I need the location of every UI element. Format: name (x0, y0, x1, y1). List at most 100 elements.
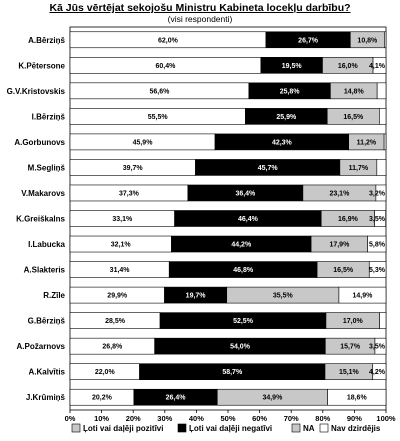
data-label: 16,9% (338, 216, 359, 223)
data-label: 10,8% (357, 37, 378, 44)
data-label: 17,9% (329, 242, 350, 249)
bar-segment (379, 108, 387, 125)
bar-segment (367, 235, 387, 253)
x-tick-label: 30% (157, 414, 172, 423)
data-label: 37,3% (119, 190, 140, 197)
chart-title: Kā Jūs vērtējat sekojošu Ministru Kabine… (49, 2, 351, 14)
legend-swatch (177, 423, 187, 433)
data-label: 16,0% (338, 63, 359, 70)
bar-segment (384, 31, 387, 49)
data-label: 19,7% (186, 293, 207, 300)
data-label: 5,8% (369, 242, 386, 249)
data-label: 3,5% (369, 344, 386, 351)
bar-segment (368, 261, 387, 278)
data-label: 36,4% (235, 190, 256, 197)
data-label: 19,5% (282, 63, 303, 70)
x-tick-label: 0% (65, 414, 76, 423)
data-label: 15,7% (340, 344, 361, 351)
data-label: 3,5% (369, 216, 386, 223)
data-label: 25,9% (276, 114, 297, 121)
data-label: 31,4% (110, 267, 131, 274)
bar-segment (327, 388, 387, 406)
data-label: 55,5% (148, 114, 169, 121)
data-label: 22,0% (95, 369, 116, 376)
data-label: 3,2% (369, 190, 386, 197)
x-tick-label: 60% (252, 414, 267, 423)
data-label: 54,0% (230, 344, 251, 351)
data-label: 26,8% (102, 344, 123, 351)
bar-segment (379, 312, 387, 329)
data-label: 25,8% (280, 88, 301, 95)
data-label: 4,1% (369, 63, 386, 70)
data-label: 60,4% (156, 63, 177, 70)
category-label: A.Gorbunovs (14, 138, 65, 147)
category-label: I.Labucka (28, 240, 65, 249)
data-label: 18,6% (347, 395, 368, 402)
category-label: I.Bērziņš (32, 112, 66, 121)
category-label: K.Greiškalns (16, 215, 65, 224)
data-label: 16,5% (333, 267, 354, 274)
chart-subtitle: (visi respondenti) (167, 14, 233, 24)
data-label: 32,1% (111, 242, 132, 249)
data-label: 11,7% (349, 165, 369, 172)
data-label: 14,9% (353, 293, 374, 300)
category-label: V.Makarovs (21, 189, 65, 198)
bar-segment (375, 184, 387, 202)
bar-segment (376, 159, 387, 176)
data-label: 28,5% (105, 318, 126, 325)
category-label: J.Krūmiņš (26, 393, 66, 402)
x-tick-label: 90% (347, 414, 362, 423)
x-tick-label: 20% (126, 414, 141, 423)
x-tick-label: 10% (94, 414, 109, 423)
data-label: 42,3% (272, 139, 293, 146)
category-label: G.Bērziņš (28, 317, 66, 326)
x-tick-label: 50% (220, 414, 235, 423)
category-label: A.Bērziņš (28, 36, 65, 45)
data-label: 44,2% (231, 242, 252, 249)
data-label: 58,7% (222, 369, 243, 376)
bar-segment (338, 286, 387, 304)
data-label: 5,3% (369, 267, 386, 274)
bar-segment (372, 56, 387, 74)
data-label: 35,5% (273, 293, 294, 300)
data-label: 45,9% (133, 139, 154, 146)
legend-label: Ļoti vai daļēji pozitīvi (83, 424, 163, 433)
data-label: 23,1% (329, 190, 350, 197)
data-label: 26,4% (166, 395, 187, 402)
legend-label: Nav dzirdējis (331, 424, 381, 433)
data-label: 16,5% (343, 114, 364, 121)
data-label: 26,7% (298, 37, 319, 44)
legend-swatch (319, 423, 329, 433)
data-label: 34,9% (262, 395, 283, 402)
data-label: 14,8% (344, 88, 365, 95)
data-label: 62,0% (158, 37, 179, 44)
data-label: 45,7% (258, 165, 279, 172)
category-label: A.Požarnovs (17, 342, 66, 351)
data-label: 15,1% (339, 369, 360, 376)
data-label: 46,4% (238, 216, 259, 223)
bar-segment (374, 337, 387, 355)
x-tick-label: 100% (376, 414, 396, 423)
category-label: M.Segliņš (28, 163, 66, 172)
data-label: 39,7% (123, 165, 144, 172)
category-label: R.Zīle (43, 291, 65, 300)
data-label: 11,2% (357, 139, 377, 146)
data-label: 33,1% (112, 216, 133, 223)
category-label: A.Kalvītis (29, 368, 66, 377)
bar-segment (376, 82, 387, 100)
legend-label: Ļoti vai daļēji negatīvi (189, 424, 272, 433)
data-label: 4,2% (369, 369, 386, 376)
data-label: 17,0% (343, 318, 364, 325)
x-tick-label: 40% (189, 414, 204, 423)
legend-swatch (291, 423, 301, 433)
data-label: 20,2% (92, 395, 113, 402)
category-label: A.Slakteris (24, 266, 66, 275)
data-label: 46,8% (233, 267, 254, 274)
bar-segment (374, 210, 386, 227)
x-tick-label: 70% (284, 414, 299, 423)
legend-label: NA (303, 424, 315, 433)
category-label: G.V.Kristovskis (7, 87, 66, 96)
data-label: 52,5% (233, 318, 254, 325)
